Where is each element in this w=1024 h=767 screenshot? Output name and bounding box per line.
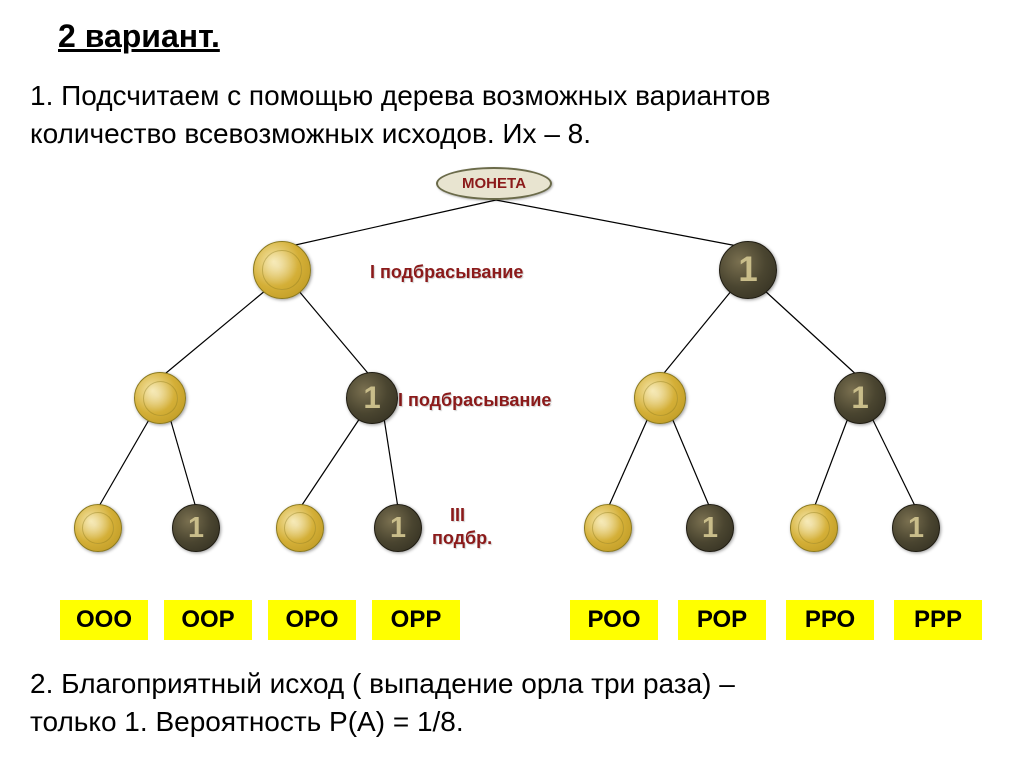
coin-heads-icon [790,504,838,552]
outcome-label: РРР [894,600,982,640]
level-3-label-a: III [450,505,465,526]
coin-tails-icon [834,372,886,424]
page-title: 2 вариант. [58,18,220,55]
conclusion-line-2: только 1. Вероятность Р(А) = 1/8. [30,706,464,738]
coin-tails-icon [719,241,777,299]
level-3-label-b: подбр. [432,528,492,549]
coin-heads-icon [74,504,122,552]
outcome-label: ОРР [372,600,460,640]
intro-line-2: количество всевозможных исходов. Их – 8. [30,118,591,150]
coin-heads-icon [584,504,632,552]
coin-heads-icon [634,372,686,424]
level-1-label: I подбрасывание [370,262,523,283]
outcome-label: РРО [786,600,874,640]
coin-tails-icon [374,504,422,552]
coin-tails-icon [172,504,220,552]
outcome-label: РОР [678,600,766,640]
coin-heads-icon [134,372,186,424]
outcome-label: РОО [570,600,658,640]
conclusion-line-1: 2. Благоприятный исход ( выпадение орла … [30,668,735,700]
outcome-label: ООО [60,600,148,640]
coin-heads-icon [253,241,311,299]
coin-tails-icon [346,372,398,424]
outcome-label: ООР [164,600,252,640]
tree-root-label: МОНЕТА [436,167,552,200]
coin-tails-icon [686,504,734,552]
coin-tails-icon [892,504,940,552]
coin-heads-icon [276,504,324,552]
intro-line-1: 1. Подсчитаем с помощью дерева возможных… [30,80,770,112]
level-2-label: I I подбрасывание [388,390,551,411]
outcome-label: ОРО [268,600,356,640]
